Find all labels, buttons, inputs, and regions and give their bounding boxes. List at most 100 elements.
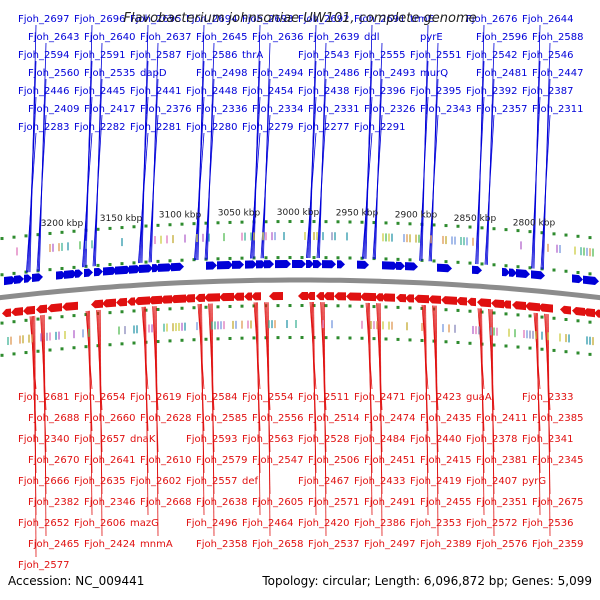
- gene-connector-line: [149, 78, 159, 263]
- gene-connector-line: [34, 315, 37, 558]
- upper-gene-label: Fjoh_2454: [242, 86, 293, 97]
- upper-gene-label: Fjoh_2343: [420, 104, 471, 115]
- lower-gene-label: Fjoh_2576: [476, 539, 527, 550]
- lower-gene-label: Fjoh_2333: [522, 392, 573, 403]
- forward-gene-arrow: [264, 260, 274, 269]
- axis-tick-mark: [504, 344, 508, 348]
- gene-connector-line: [540, 114, 551, 270]
- axis-tick-mark: [588, 352, 592, 356]
- gene-connector-line: [195, 96, 205, 261]
- upper-gene-label: Fjoh_2494: [252, 68, 303, 79]
- axis-tick-mark: [384, 337, 388, 341]
- axis-tick-mark: [444, 260, 448, 264]
- gene-connector-line: [148, 114, 159, 263]
- axis-tick-mark: [168, 307, 172, 311]
- gene-connector-line: [307, 96, 317, 259]
- axis-tick-mark: [324, 256, 328, 260]
- gene-connector-line: [26, 132, 37, 273]
- axis-tick-mark: [540, 347, 544, 351]
- gene-connector-line: [204, 114, 215, 260]
- axis-tick-mark: [240, 304, 244, 308]
- forward-gene-arrow: [572, 274, 583, 284]
- axis-tick-mark: [504, 264, 508, 268]
- axis-tick-mark: [264, 220, 268, 224]
- forward-gene-arrow: [4, 276, 16, 286]
- lower-gene-label: Fjoh_2638: [196, 497, 247, 508]
- axis-tick-mark: [360, 220, 364, 224]
- reverse-gene-arrow: [594, 309, 600, 318]
- forward-gene-arrow: [472, 265, 482, 275]
- lower-gene-label: Fjoh_2579: [196, 455, 247, 466]
- gene-connector-line: [83, 96, 93, 268]
- forward-gene-arrow: [292, 260, 306, 269]
- lower-gene-label: Fjoh_2496: [186, 518, 237, 529]
- reverse-gene-arrow: [405, 294, 414, 303]
- axis-tick-mark: [516, 229, 520, 233]
- axis-tick-mark: [108, 263, 112, 267]
- forward-gene-arrow: [531, 270, 545, 280]
- axis-tick-mark: [564, 318, 568, 321]
- lower-gene-label: Fjoh_2407: [466, 476, 517, 487]
- gene-connector-line: [541, 78, 551, 270]
- gene-connector-line: [435, 305, 439, 537]
- upper-gene-label: Fjoh_2326: [364, 104, 415, 115]
- lower-gene-label: Fjoh_2557: [186, 476, 237, 487]
- gene-connector-line: [429, 78, 439, 262]
- axis-tick-mark: [564, 350, 568, 354]
- gene-connector-line: [369, 302, 373, 516]
- reverse-gene-arrow: [428, 295, 441, 304]
- axis-tick-mark: [336, 256, 340, 260]
- reverse-gene-arrow: [91, 299, 103, 309]
- forward-gene-arrow: [245, 260, 257, 269]
- axis-tick-mark: [96, 227, 100, 231]
- axis-tick-mark: [132, 261, 136, 265]
- upper-gene-label: murQ: [420, 68, 448, 79]
- axis-tick-mark: [24, 234, 28, 238]
- axis-tick-mark: [552, 232, 556, 236]
- reverse-gene-arrow: [477, 298, 491, 308]
- axis-tick-mark: [300, 304, 304, 308]
- gene-connector-line: [37, 78, 47, 272]
- axis-tick-mark: [264, 256, 268, 260]
- upper-gene-label: Fjoh_2281: [130, 122, 181, 133]
- lower-gene-label: Fjoh_2471: [354, 392, 405, 403]
- axis-tick-mark: [132, 225, 136, 229]
- axis-tick-mark: [72, 229, 76, 233]
- axis-tick-mark: [468, 261, 472, 265]
- axis-tick-mark: [348, 256, 352, 260]
- axis-tick-mark: [564, 269, 568, 273]
- reverse-gene-arrow: [346, 292, 361, 301]
- reverse-gene-arrow: [396, 293, 406, 303]
- axis-tick-mark: [276, 256, 280, 260]
- axis-tick-mark: [516, 345, 520, 349]
- reverse-gene-arrow: [116, 297, 127, 307]
- lower-gene-label: Fjoh_2688: [28, 413, 79, 424]
- forward-gene-arrow: [313, 260, 322, 269]
- axis-tick-mark: [288, 304, 292, 308]
- gene-connector-line: [362, 132, 373, 259]
- lower-gene-label: guaA: [466, 392, 492, 403]
- gene-connector-line: [363, 96, 373, 259]
- reverse-gene-arrow: [244, 292, 252, 301]
- axis-tick-mark: [108, 226, 112, 230]
- axis-tick-mark: [36, 233, 40, 237]
- forward-gene-arrow: [129, 265, 141, 274]
- reverse-gene-arrow: [102, 298, 116, 308]
- axis-tick-mark: [108, 311, 112, 315]
- forward-gene-arrow: [405, 262, 418, 271]
- upper-gene-label: Fjoh_2409: [28, 104, 79, 115]
- upper-gene-label: Fjoh_2445: [74, 86, 125, 97]
- axis-tick-mark: [324, 336, 328, 340]
- axis-tick-label: 2950 kbp: [336, 209, 379, 219]
- upper-gene-label: Fjoh_2481: [476, 68, 527, 79]
- axis-tick-mark: [468, 225, 472, 229]
- axis-tick-mark: [180, 306, 184, 310]
- reverse-gene-arrow: [233, 292, 244, 301]
- forward-gene-arrow: [232, 260, 244, 269]
- axis-tick-mark: [48, 348, 52, 352]
- axis-tick-mark: [36, 317, 40, 321]
- gene-connector-line: [93, 78, 103, 267]
- gene-connector-line: [201, 303, 205, 516]
- axis-tick-mark: [528, 346, 532, 350]
- lower-gene-label: Fjoh_2381: [476, 455, 527, 466]
